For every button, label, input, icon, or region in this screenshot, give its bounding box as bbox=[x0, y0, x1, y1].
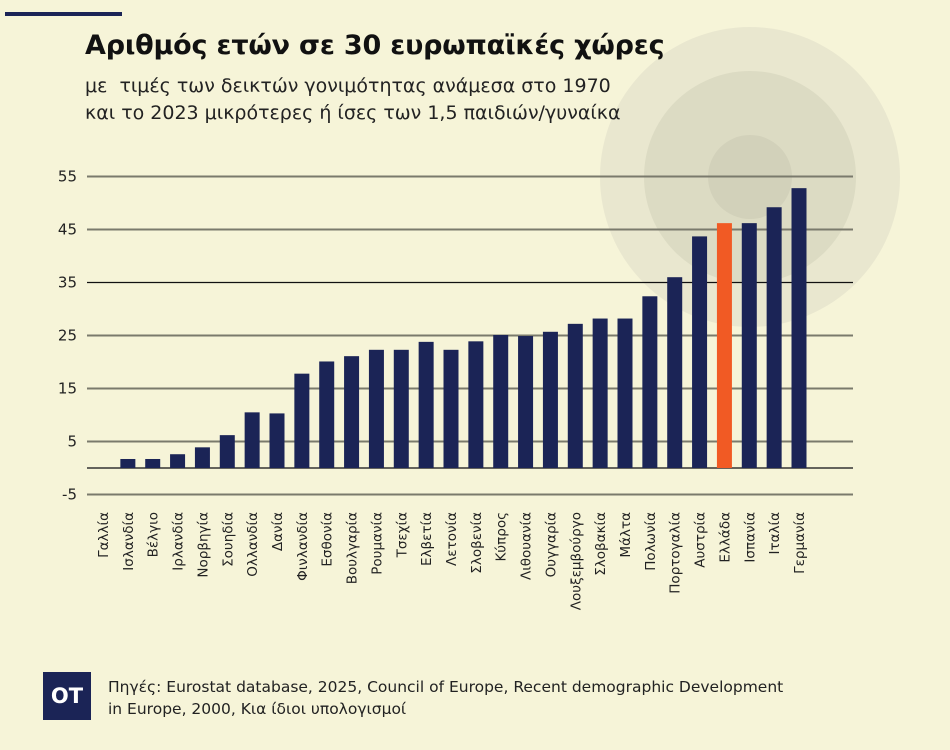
bar-country bbox=[269, 413, 285, 468]
bar-country bbox=[567, 323, 583, 468]
bar-country bbox=[592, 318, 608, 468]
x-tick-label: Εσθονία bbox=[320, 512, 336, 567]
y-tick-label: 55 bbox=[58, 168, 77, 186]
y-tick-label: 5 bbox=[67, 433, 77, 451]
x-tick-label: Κύπρος bbox=[494, 512, 510, 562]
x-tick-label: Σλοβακία bbox=[593, 512, 609, 576]
bar-country bbox=[443, 349, 459, 468]
x-tick-label: Ουγγαρία bbox=[543, 512, 559, 577]
bar-country bbox=[692, 236, 708, 468]
source-note: Πηγές: Eurostat database, 2025, Council … bbox=[108, 676, 888, 720]
bar-country bbox=[741, 223, 757, 468]
y-tick-label: 15 bbox=[58, 380, 77, 398]
x-tick-label: Νορβηγία bbox=[195, 512, 211, 578]
y-tick-label: 25 bbox=[58, 327, 77, 345]
bar-country bbox=[542, 331, 558, 468]
bar-country bbox=[194, 447, 210, 468]
x-tick-label: Μάλτα bbox=[618, 512, 634, 558]
x-tick-label: Βουλγαρία bbox=[345, 512, 361, 584]
x-tick-label: Σουηδία bbox=[220, 512, 236, 567]
subtitle-line-2: και το 2023 μικρότερες ή ίσες των 1,5 πα… bbox=[85, 102, 621, 124]
y-tick-label: 45 bbox=[58, 221, 77, 239]
bar-country bbox=[319, 361, 335, 468]
x-tick-label: Λουξεμβούργο bbox=[568, 512, 584, 610]
bar-country bbox=[170, 454, 186, 468]
x-tick-label: Ιταλία bbox=[767, 512, 783, 555]
y-axis-ticks: 55 45 35 25 15 5 -5 bbox=[58, 168, 77, 504]
x-tick-label: Ολλανδία bbox=[245, 512, 261, 577]
bar-country bbox=[493, 334, 509, 468]
bar-country bbox=[766, 207, 782, 469]
bar-country bbox=[642, 296, 658, 468]
bar-country bbox=[791, 188, 807, 468]
bar-highlight bbox=[716, 223, 732, 468]
x-tick-label: Ισλανδία bbox=[121, 512, 137, 571]
bar-country bbox=[617, 318, 633, 468]
y-tick-label: -5 bbox=[62, 486, 77, 504]
y-tick-label: 35 bbox=[58, 274, 77, 292]
subtitle-line-1: με τιμές των δεικτών γονιμότητας ανάμεσα… bbox=[85, 75, 611, 97]
x-tick-label: Πορτογαλία bbox=[668, 512, 684, 594]
bar-country bbox=[368, 349, 384, 468]
chart-title: Αριθμός ετών σε 30 ευρωπαϊκές χώρες bbox=[85, 30, 665, 61]
bar-country bbox=[418, 341, 434, 468]
x-tick-label: Φινλανδία bbox=[295, 512, 311, 581]
x-tick-label: Γερμανία bbox=[792, 512, 808, 574]
bar-country bbox=[145, 458, 161, 468]
bar-country bbox=[294, 373, 310, 468]
bar-country bbox=[344, 356, 360, 468]
bar-country bbox=[219, 435, 235, 468]
x-tick-label: Ιρλανδία bbox=[171, 512, 187, 571]
x-tick-label: Ελλάδα bbox=[717, 512, 733, 563]
source-line-1: Πηγές: Eurostat database, 2025, Council … bbox=[108, 678, 784, 696]
bar-country bbox=[667, 277, 683, 468]
source-line-2: in Europe, 2000, Κια ίδιοι υπολογισμοί bbox=[108, 700, 407, 718]
x-tick-label: Αυστρία bbox=[693, 512, 709, 568]
x-tick-label: Λιθουανία bbox=[519, 512, 535, 580]
x-tick-label: Ελβετία bbox=[419, 512, 435, 566]
x-tick-label: Σλοβενία bbox=[469, 512, 485, 574]
x-tick-label: Βέλγιο bbox=[146, 512, 162, 557]
chart-subtitle: με τιμές των δεικτών γονιμότητας ανάμεσα… bbox=[85, 73, 621, 127]
x-tick-label: Ρουμανία bbox=[369, 512, 385, 575]
bar-country bbox=[518, 336, 534, 468]
x-tick-label: Ισπανία bbox=[742, 512, 758, 563]
bars bbox=[120, 188, 807, 469]
x-tick-label: Τσεχία bbox=[394, 512, 410, 558]
x-tick-label: Γαλλία bbox=[96, 512, 112, 558]
x-tick-label: Λετονία bbox=[444, 512, 460, 566]
bar-country bbox=[468, 341, 484, 468]
ot-logo: OT bbox=[43, 672, 91, 720]
header-accent-bar bbox=[5, 12, 122, 16]
bar-country bbox=[244, 412, 260, 468]
x-tick-label: Δανία bbox=[270, 512, 286, 551]
bar-country bbox=[393, 349, 409, 468]
x-tick-label: Πολωνία bbox=[643, 512, 659, 571]
x-axis-labels: Γαλλία Ισλανδία Βέλγιο Ιρλανδία Νορβηγία Σουη… bbox=[96, 512, 808, 610]
bar-country bbox=[120, 458, 136, 468]
